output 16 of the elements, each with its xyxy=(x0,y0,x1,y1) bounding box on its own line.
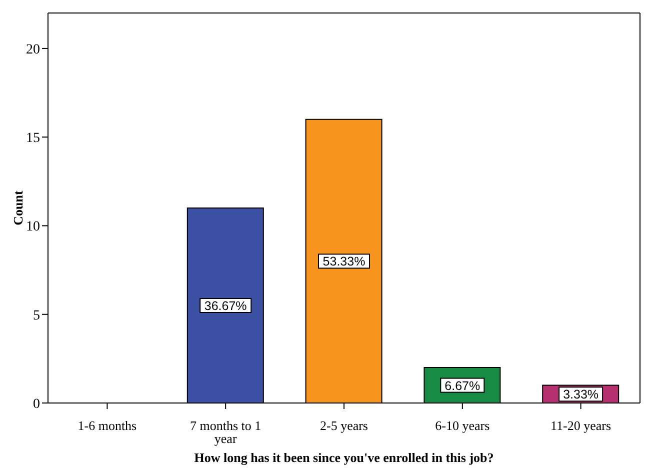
annotation: 36.67% xyxy=(204,299,247,313)
annotation: 3.33% xyxy=(563,388,599,402)
annotation: 6.67% xyxy=(444,378,480,393)
y-tick-label: 10 xyxy=(26,220,40,235)
y-tick-label: 5 xyxy=(33,308,40,324)
annotation: 53.33% xyxy=(322,254,366,269)
y-tick-label: 20 xyxy=(26,42,40,58)
x-axis-title: How long has it been since you've enrolled in this job? xyxy=(194,450,494,465)
y-tick-label: 0 xyxy=(33,396,40,412)
x-tick-label: 7 months to 1 year xyxy=(190,418,262,446)
x-tick-label: 6-10 years xyxy=(435,418,490,434)
x-tick-label: 2-5 years xyxy=(320,418,368,434)
y-tick-label: 15 xyxy=(26,131,40,146)
x-tick-label: 11-20 years xyxy=(550,418,612,434)
x-tick-label: 1-6 months xyxy=(78,418,137,434)
y-axis-title: Count xyxy=(10,190,26,226)
